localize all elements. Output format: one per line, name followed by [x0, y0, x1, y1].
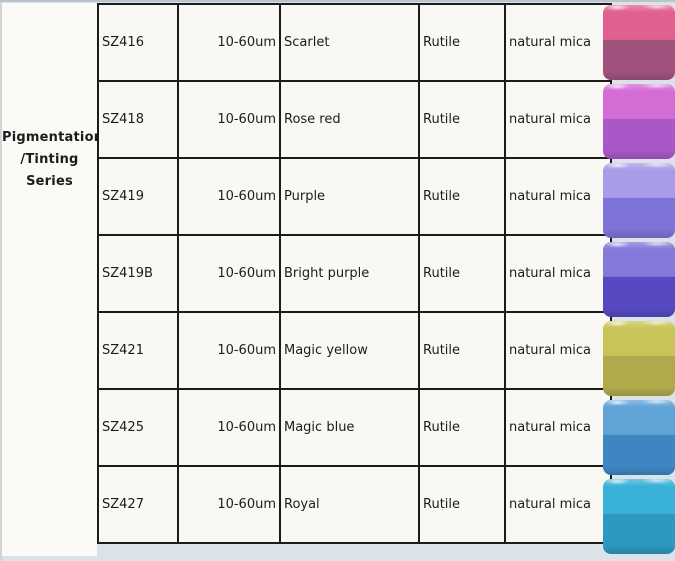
particle-size-cell: 10-60um — [177, 388, 281, 467]
crystal-form-cell: Rutile — [418, 3, 506, 82]
series-label-line2: /Tinting — [20, 152, 79, 167]
table-row: SZ419 10-60um Purple Rutile natural mica — [97, 157, 612, 236]
color-name-cell: Magic yellow — [279, 311, 420, 390]
particle-size-cell: 10-60um — [177, 80, 281, 159]
crystal-form-cell: Rutile — [418, 311, 506, 390]
swatch-column — [603, 3, 675, 556]
table-row: SZ416 10-60um Scarlet Rutile natural mic… — [97, 3, 612, 82]
series-label: Pigmentation /Tinting Series — [2, 3, 104, 193]
color-swatch — [603, 84, 675, 159]
substrate-cell: natural mica — [504, 80, 612, 159]
particle-size-cell: 10-60um — [177, 311, 281, 390]
product-code-cell: SZ427 — [97, 465, 179, 544]
color-swatch — [603, 321, 675, 396]
color-name-cell: Rose red — [279, 80, 420, 159]
crystal-form-cell: Rutile — [418, 157, 506, 236]
series-label-line1: Pigmentation — [2, 130, 104, 145]
particle-size-cell: 10-60um — [177, 157, 281, 236]
color-name-cell: Bright purple — [279, 234, 420, 313]
series-label-line3: Series — [26, 174, 73, 189]
substrate-cell: natural mica — [504, 311, 612, 390]
color-name-cell: Purple — [279, 157, 420, 236]
product-code-cell: SZ416 — [97, 3, 179, 82]
pigment-table: SZ416 10-60um Scarlet Rutile natural mic… — [97, 3, 612, 544]
particle-size-cell: 10-60um — [177, 465, 281, 544]
product-code-cell: SZ419B — [97, 234, 179, 313]
table-row: SZ419B 10-60um Bright purple Rutile natu… — [97, 234, 612, 313]
substrate-cell: natural mica — [504, 3, 612, 82]
particle-size-cell: 10-60um — [177, 3, 281, 82]
crystal-form-cell: Rutile — [418, 80, 506, 159]
color-swatch — [603, 163, 675, 238]
particle-size-cell: 10-60um — [177, 234, 281, 313]
substrate-cell: natural mica — [504, 157, 612, 236]
product-code-cell: SZ419 — [97, 157, 179, 236]
color-swatch — [603, 400, 675, 475]
color-name-cell: Magic blue — [279, 388, 420, 467]
table-row: SZ421 10-60um Magic yellow Rutile natura… — [97, 311, 612, 390]
product-code-cell: SZ418 — [97, 80, 179, 159]
table-row: SZ418 10-60um Rose red Rutile natural mi… — [97, 80, 612, 159]
series-label-cell: Pigmentation /Tinting Series — [2, 3, 104, 556]
table-row: SZ427 10-60um Royal Rutile natural mica — [97, 465, 612, 544]
color-swatch — [603, 479, 675, 554]
substrate-cell: natural mica — [504, 388, 612, 467]
color-name-cell: Royal — [279, 465, 420, 544]
color-swatch — [603, 5, 675, 80]
color-name-cell: Scarlet — [279, 3, 420, 82]
crystal-form-cell: Rutile — [418, 388, 506, 467]
color-swatch — [603, 242, 675, 317]
crystal-form-cell: Rutile — [418, 465, 506, 544]
substrate-cell: natural mica — [504, 465, 612, 544]
table-row: SZ425 10-60um Magic blue Rutile natural … — [97, 388, 612, 467]
substrate-cell: natural mica — [504, 234, 612, 313]
product-code-cell: SZ421 — [97, 311, 179, 390]
crystal-form-cell: Rutile — [418, 234, 506, 313]
product-code-cell: SZ425 — [97, 388, 179, 467]
